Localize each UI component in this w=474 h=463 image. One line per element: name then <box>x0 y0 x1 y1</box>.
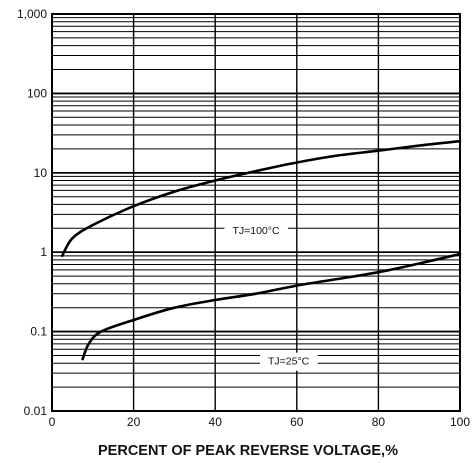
curves: TJ=100°C TJ=25°C <box>60 139 462 371</box>
grid <box>52 13 460 412</box>
y-tick-label: 10 <box>34 166 48 180</box>
x-tick-label: 20 <box>127 415 141 429</box>
y-tick-label: 1 <box>40 245 47 259</box>
series-label-background <box>260 352 318 371</box>
x-axis-label: PERCENT OF PEAK REVERSE VOLTAGE,% <box>98 443 398 459</box>
y-tick-label: 0.01 <box>24 404 48 418</box>
y-tick-label: 1,000 <box>17 7 47 21</box>
plot-frame <box>51 13 461 412</box>
series-label-text: TJ=100°C <box>232 225 280 237</box>
series-label-background <box>224 222 288 241</box>
x-tick-label: 80 <box>372 415 386 429</box>
y-tick-label: 0.1 <box>30 325 47 339</box>
series-label-text: TJ=25°C <box>268 356 310 368</box>
x-tick-label: 100 <box>450 415 470 429</box>
x-tick-label: 0 <box>49 415 56 429</box>
series-curve-2 <box>81 252 462 361</box>
x-tick-label: 40 <box>209 415 223 429</box>
series-label-2: TJ=25°C <box>260 352 318 371</box>
y-tick-label: 100 <box>27 86 47 100</box>
series-label-1: TJ=100°C <box>224 222 288 241</box>
tick-labels: 0 20 40 60 80 100 0.01 0.1 1 10 100 1,000 <box>17 7 470 429</box>
x-tick-label: 60 <box>290 415 304 429</box>
series-curve-1 <box>60 139 462 258</box>
